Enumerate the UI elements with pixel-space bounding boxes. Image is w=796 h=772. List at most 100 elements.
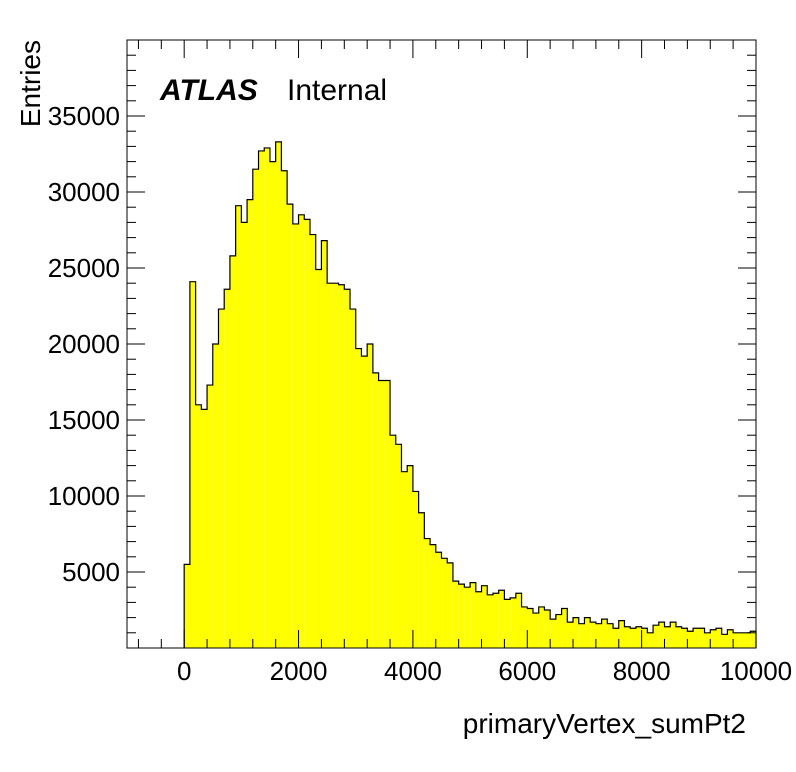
histogram-bars — [183, 141, 757, 649]
histogram-bar — [693, 628, 699, 648]
histogram-bar — [269, 161, 276, 648]
histogram-bar — [435, 552, 442, 648]
histogram-bar — [607, 623, 614, 648]
histogram-bar — [315, 269, 322, 648]
histogram-bar — [298, 214, 305, 649]
y-axis-label: Entries — [15, 40, 46, 127]
histogram-bar — [441, 558, 448, 648]
histogram-bar — [733, 632, 739, 648]
histogram-bar — [218, 309, 225, 648]
histogram-bar — [658, 622, 665, 648]
y-tick-label: 25000 — [48, 253, 120, 283]
histogram-bar — [687, 631, 694, 648]
x-tick-label: 10000 — [720, 656, 792, 686]
histogram-bar — [407, 465, 413, 648]
histogram-bar — [515, 593, 522, 648]
histogram-bar — [304, 219, 310, 649]
histogram-bar — [241, 222, 248, 648]
histogram-bar — [618, 620, 625, 648]
histogram-bar — [498, 590, 505, 648]
histogram-bar — [344, 289, 351, 648]
histogram-bar — [224, 289, 230, 648]
tick-labels: 0 2000 4000 6000 8000 10000 5000 10000 15000 2000… — [48, 101, 792, 686]
histogram-bar — [492, 593, 499, 648]
histogram-bar — [281, 170, 288, 648]
histogram-bar — [212, 344, 219, 648]
histogram-bar — [390, 435, 396, 648]
histogram-bar — [201, 409, 208, 648]
histogram-bar — [567, 622, 574, 648]
histogram-bar — [635, 626, 642, 648]
x-tick-label: 0 — [177, 656, 191, 686]
histogram-bar — [287, 204, 293, 648]
histogram-bar — [195, 404, 202, 648]
histogram-bar — [252, 169, 259, 648]
histogram-bar — [412, 491, 419, 648]
histogram-bar — [710, 629, 716, 648]
histogram-bar — [601, 619, 608, 648]
histogram-bar — [624, 626, 631, 648]
histogram-bar — [641, 628, 648, 648]
histogram-bar — [447, 562, 453, 648]
histogram-bar — [527, 608, 533, 648]
histogram-bar — [595, 623, 602, 648]
y-tick-label: 15000 — [48, 405, 120, 435]
histogram-bar — [698, 628, 705, 648]
histogram-bar — [361, 356, 368, 648]
histogram-bar — [721, 634, 728, 648]
histogram-bar — [470, 582, 476, 648]
histogram-bar — [544, 610, 551, 648]
histogram-bar — [275, 141, 282, 648]
histogram-bar — [424, 538, 431, 648]
histogram-bar — [355, 348, 362, 648]
histogram-bar — [715, 628, 722, 648]
histogram-bar — [378, 380, 385, 648]
histogram-bar — [189, 281, 196, 648]
histogram-bar — [573, 617, 579, 648]
histogram-bar — [584, 617, 591, 648]
y-tick-label: 5000 — [62, 557, 120, 587]
histogram-bar — [384, 380, 391, 648]
histogram-bar — [321, 240, 328, 648]
histogram-bar — [418, 512, 425, 648]
x-tick-label: 2000 — [270, 656, 328, 686]
histogram-bar — [184, 564, 190, 648]
x-tick-label: 8000 — [613, 656, 671, 686]
y-tick-label: 10000 — [48, 481, 120, 511]
x-tick-label: 4000 — [384, 656, 442, 686]
atlas-label: ATLAS — [159, 74, 258, 107]
histogram-bar — [750, 631, 756, 648]
histogram-bar — [653, 625, 659, 648]
histogram-bar — [464, 587, 471, 648]
x-axis-label: primaryVertex_sumPt2 — [463, 708, 746, 739]
histogram-bar — [578, 623, 585, 648]
histogram-bar — [521, 606, 528, 648]
histogram-bar — [647, 632, 654, 648]
histogram-bar — [630, 628, 636, 648]
histogram-bar — [332, 283, 339, 648]
histogram-bar — [561, 608, 568, 648]
histogram-bar — [475, 591, 482, 648]
histogram-bar — [550, 619, 556, 648]
histogram-bar — [555, 614, 562, 648]
histogram-bar — [487, 594, 493, 648]
histogram-bar — [367, 344, 373, 648]
histogram-bar — [401, 471, 408, 648]
histogram-bar — [338, 284, 345, 648]
histogram-bar — [458, 584, 465, 648]
histogram-bar — [395, 444, 402, 648]
histogram-bar — [738, 632, 745, 648]
histogram-bar — [235, 205, 242, 648]
histogram-bar — [481, 585, 488, 648]
histogram-bar — [675, 626, 682, 648]
histogram-bar — [327, 283, 333, 648]
axis-ticks — [127, 40, 757, 648]
histogram-bar — [504, 599, 511, 648]
histogram-bar — [247, 199, 253, 648]
internal-label: Internal — [287, 74, 387, 107]
y-tick-label: 30000 — [48, 177, 120, 207]
histogram-bar — [510, 597, 516, 648]
histogram-bar — [613, 628, 619, 648]
